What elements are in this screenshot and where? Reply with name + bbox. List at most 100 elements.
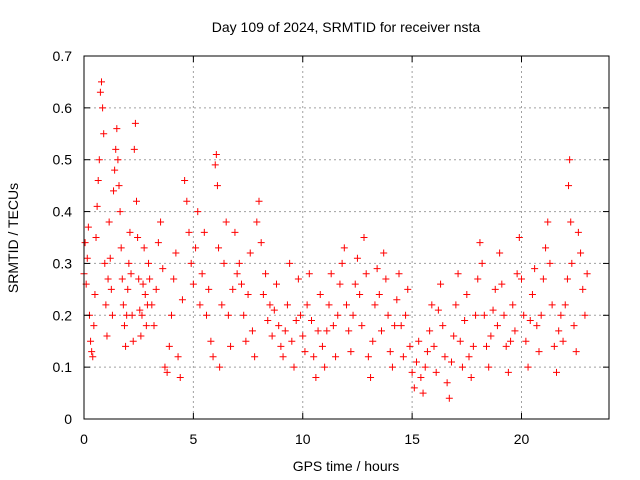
axis-ticks: 0 0.1 0.2 0.3 0.4 0.5 0.6 0.7 0 5 10 15 20: [53, 48, 609, 447]
data-point: [384, 311, 392, 319]
data-point: [476, 239, 484, 247]
data-point: [157, 218, 165, 226]
data-point: [294, 275, 302, 283]
data-point: [491, 285, 499, 293]
data-point: [478, 259, 486, 267]
data-point: [303, 301, 311, 309]
data-point: [441, 353, 449, 361]
data-point: [100, 130, 108, 138]
data-point: [550, 342, 558, 350]
data-point: [242, 337, 250, 345]
data-point: [259, 291, 267, 299]
y-tick-label: 0: [64, 411, 72, 427]
data-point: [417, 374, 425, 382]
data-point: [128, 311, 136, 319]
data-point: [94, 176, 102, 184]
data-point: [548, 301, 556, 309]
data-point: [415, 337, 423, 345]
data-point: [369, 337, 377, 345]
x-tick-label: 20: [514, 431, 530, 447]
data-point: [565, 182, 573, 190]
data-points: [80, 78, 591, 402]
data-point: [542, 244, 550, 252]
data-point: [140, 244, 148, 252]
data-point: [371, 301, 379, 309]
data-point: [281, 327, 289, 335]
data-point: [531, 265, 539, 273]
data-point: [148, 301, 156, 309]
data-point: [386, 348, 394, 356]
data-point: [113, 125, 121, 133]
data-point: [566, 156, 574, 164]
x-axis-label: GPS time / hours: [293, 458, 400, 474]
data-point: [90, 322, 98, 330]
data-point: [395, 270, 403, 278]
data-point: [174, 353, 182, 361]
data-point: [496, 249, 504, 257]
data-point: [535, 348, 543, 356]
data-point: [172, 249, 180, 257]
data-point: [367, 374, 375, 382]
data-point: [437, 280, 445, 288]
data-point: [196, 301, 204, 309]
y-tick-label: 0.7: [53, 48, 73, 64]
data-point: [106, 254, 114, 262]
data-point: [161, 363, 169, 371]
data-point: [524, 363, 532, 371]
data-point: [168, 311, 175, 319]
data-point: [338, 259, 346, 267]
data-point: [413, 358, 420, 366]
data-point: [290, 363, 298, 371]
data-point: [262, 270, 270, 278]
data-point: [277, 342, 285, 350]
data-point: [211, 161, 219, 169]
data-point: [248, 327, 256, 335]
data-point: [489, 306, 497, 314]
data-point: [93, 202, 101, 210]
data-point: [555, 327, 563, 335]
data-point: [408, 368, 416, 376]
data-point: [456, 337, 464, 345]
data-point: [577, 249, 585, 257]
data-point: [112, 145, 120, 153]
data-point: [118, 275, 126, 283]
data-point: [579, 285, 587, 293]
data-point: [273, 280, 280, 288]
data-point: [483, 342, 490, 350]
data-point: [419, 389, 427, 397]
data-point: [329, 322, 337, 330]
data-point: [95, 156, 103, 164]
data-point: [185, 228, 193, 236]
data-point: [137, 332, 145, 340]
data-point: [487, 332, 495, 340]
data-point: [178, 296, 186, 304]
data-point: [574, 228, 582, 236]
data-point: [198, 270, 206, 278]
data-point: [203, 311, 210, 319]
data-point: [567, 218, 575, 226]
data-point: [194, 208, 202, 216]
data-point: [279, 353, 287, 361]
data-point: [146, 275, 154, 283]
data-point: [432, 368, 440, 376]
data-point: [209, 353, 217, 361]
data-point: [220, 259, 228, 267]
data-point: [134, 234, 142, 241]
data-point: [502, 342, 510, 350]
data-point: [327, 270, 335, 278]
data-point: [187, 259, 195, 267]
data-point: [553, 368, 560, 376]
data-point: [183, 197, 191, 205]
data-point: [561, 301, 569, 309]
data-point: [213, 182, 221, 190]
data-point: [321, 363, 329, 371]
data-point: [103, 332, 111, 340]
data-point: [299, 332, 307, 340]
data-point: [375, 291, 383, 299]
data-point: [297, 311, 305, 319]
data-point: [238, 280, 245, 288]
x-tick-label: 15: [404, 431, 420, 447]
data-point: [165, 342, 173, 350]
data-point: [176, 374, 184, 382]
data-point: [474, 275, 482, 283]
